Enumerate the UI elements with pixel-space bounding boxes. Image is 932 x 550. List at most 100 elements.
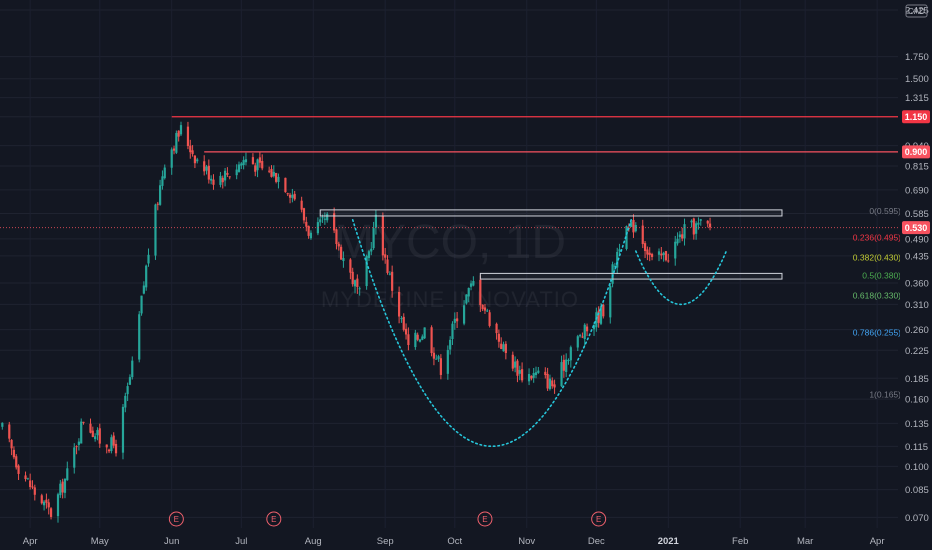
candle-body <box>595 312 598 328</box>
candle-body <box>618 249 621 252</box>
candle <box>695 221 698 240</box>
candle <box>367 249 371 261</box>
currency-chip[interactable] <box>905 4 928 18</box>
candle-body <box>286 193 289 195</box>
candle-body <box>676 238 679 244</box>
candle <box>432 347 436 366</box>
time-axis[interactable]: Apr May Jun Jul Aug Sep Oct Nov Dec 2021 Feb Mar Apr <box>0 528 900 550</box>
candle-body <box>381 215 384 256</box>
candle <box>337 241 340 251</box>
candle-body <box>602 304 605 317</box>
candle-body <box>94 436 97 440</box>
earnings-marker[interactable]: E <box>477 511 493 527</box>
candle <box>323 212 326 225</box>
candle <box>258 151 261 168</box>
candle-body <box>8 424 11 439</box>
candle <box>358 286 361 296</box>
candle-body <box>126 386 129 395</box>
candle <box>26 477 29 480</box>
candle <box>94 433 97 442</box>
candle <box>532 368 535 383</box>
candle-body <box>277 176 280 182</box>
candle <box>17 464 20 480</box>
candle <box>203 155 206 176</box>
fib-level-label: 1(0.165) <box>869 390 901 400</box>
candle <box>423 327 426 340</box>
candle <box>472 276 475 287</box>
candle-body <box>56 494 60 517</box>
fib-level-label: 0.382(0.430) <box>853 253 901 263</box>
candle <box>353 279 357 294</box>
candle-body <box>560 362 563 387</box>
candle-body <box>599 306 603 324</box>
candle-body <box>110 437 113 452</box>
candle <box>435 354 438 360</box>
candle <box>676 232 679 246</box>
handle-curve[interactable] <box>635 250 728 306</box>
candle-body <box>435 358 438 360</box>
earnings-marker[interactable]: E <box>266 511 282 527</box>
candle-body <box>175 133 178 153</box>
price-tick-label: 0.585 <box>905 209 929 220</box>
candle <box>121 404 125 460</box>
candle-body <box>223 170 227 181</box>
candle-body <box>112 435 115 446</box>
candle-body <box>288 194 292 198</box>
candle-body <box>439 358 442 375</box>
time-tick-label: Oct <box>447 536 462 547</box>
candle-body <box>630 221 633 227</box>
candle-body <box>483 307 487 311</box>
candle-body <box>660 253 663 256</box>
candle-body <box>142 285 145 294</box>
earnings-marker[interactable]: E <box>591 511 607 527</box>
candle-body <box>583 324 586 340</box>
time-tick-label: Apr <box>870 536 885 547</box>
candle-body <box>516 360 519 376</box>
candle <box>486 308 489 313</box>
candle-body <box>124 395 127 408</box>
candle-body <box>398 291 401 317</box>
earnings-label: E <box>482 515 487 524</box>
candle-body <box>502 344 505 352</box>
candle <box>467 287 470 303</box>
candle <box>335 228 338 250</box>
candle-body <box>268 170 271 172</box>
candle-body <box>697 222 700 225</box>
earnings-marker[interactable]: E <box>168 511 184 527</box>
candle <box>131 356 134 380</box>
candle-body <box>641 225 644 245</box>
candle-body <box>212 179 215 185</box>
candle <box>15 454 18 470</box>
candle <box>293 190 296 201</box>
price-tick-label: 0.225 <box>905 346 929 357</box>
candle-body <box>59 483 62 496</box>
zone-box[interactable] <box>479 272 783 280</box>
candle <box>391 265 394 298</box>
candle-body <box>154 204 157 256</box>
candle-body <box>518 370 521 374</box>
candle-body <box>75 446 78 448</box>
candle-body <box>544 371 547 376</box>
candle-body <box>683 224 686 239</box>
candle-body <box>105 444 108 448</box>
candle-body <box>91 430 94 437</box>
candle-body <box>251 157 255 165</box>
candle <box>632 214 635 238</box>
candle-body <box>681 234 684 239</box>
price-badge-label: 1.150 <box>905 112 928 122</box>
candle-body <box>384 254 387 258</box>
price-tick-label: 0.115 <box>905 442 928 453</box>
candle-body <box>674 241 677 259</box>
zone-box[interactable] <box>319 209 783 217</box>
candle <box>268 166 271 174</box>
candle-body <box>186 126 190 147</box>
candle-body <box>321 217 324 219</box>
candle <box>300 196 303 213</box>
candle <box>516 359 519 383</box>
candle-body <box>370 248 373 252</box>
candle <box>186 121 190 150</box>
price-axis[interactable]: 2.4251.7501.5001.3151.1500.9400.8150.690… <box>900 0 932 550</box>
candle-body <box>203 161 206 172</box>
